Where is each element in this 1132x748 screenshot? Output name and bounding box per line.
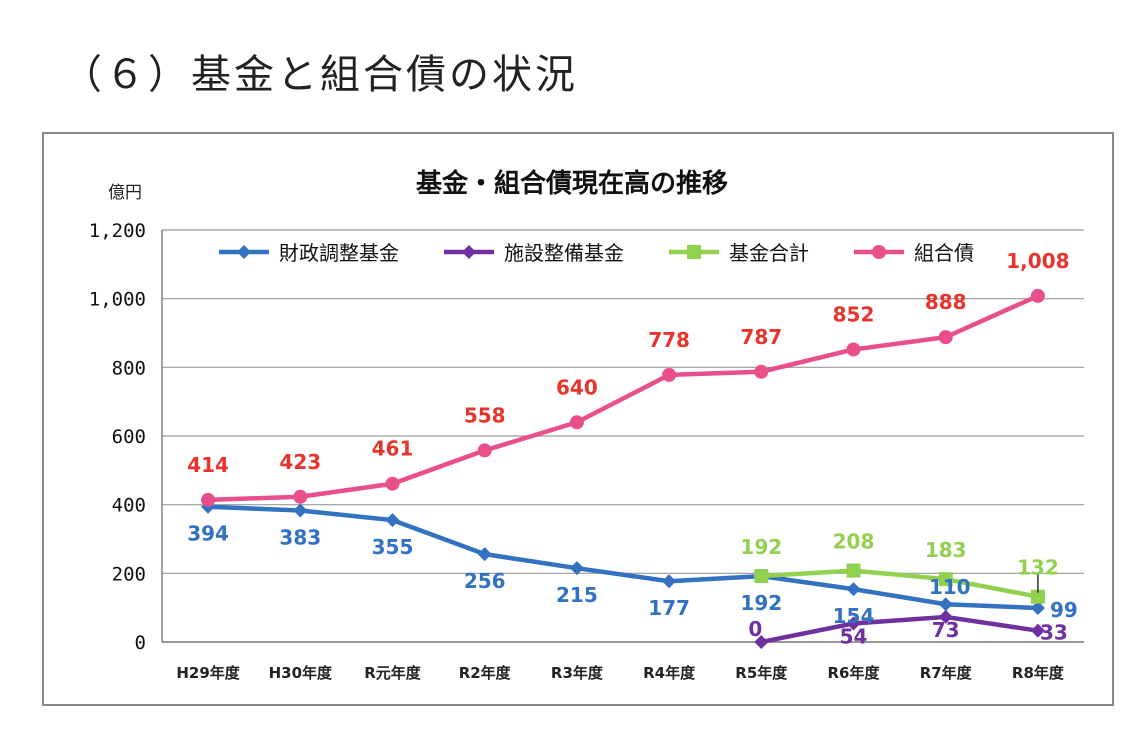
data-label-fiscal: 256 <box>464 569 506 593</box>
y-tick-label: 1,200 <box>89 220 146 242</box>
y-tick-label: 200 <box>112 563 146 585</box>
data-label-bond: 787 <box>740 325 782 349</box>
data-label-bond: 1,008 <box>1006 249 1069 273</box>
data-label-fiscal: 110 <box>929 575 971 599</box>
chart-title: 基金・組合債現在高の推移 <box>416 168 728 199</box>
x-axis-ticks: H29年度 H30年度 R元年度 R2年度 R3年度 R4年度 R5年度 R6年度 R7年度 R8… <box>176 664 1065 682</box>
data-label-facility: 54 <box>840 624 868 648</box>
data-label-fiscal: 177 <box>648 596 690 620</box>
data-point-fiscal <box>846 582 861 597</box>
data-point-bond <box>293 489 308 504</box>
legend: 財政調整基金 施設整備基金 基金合計 組合債 <box>219 241 974 265</box>
legend-label: 財政調整基金 <box>279 241 399 265</box>
data-label-facility: 33 <box>1040 621 1068 645</box>
data-label-fund_total: 183 <box>925 538 967 562</box>
data-point-fiscal <box>293 503 308 518</box>
data-label-bond: 558 <box>464 403 506 427</box>
x-tick-label: R2年度 <box>459 664 512 682</box>
data-label-fiscal: 394 <box>187 522 229 546</box>
series-line-fiscal <box>208 504 1038 611</box>
data-label-bond: 414 <box>187 453 229 477</box>
y-tick-label: 600 <box>112 426 146 448</box>
data-point-fiscal <box>385 513 400 528</box>
x-tick-label: R7年度 <box>920 664 973 682</box>
legend-marker <box>872 245 886 259</box>
data-point-facility <box>754 635 769 649</box>
data-point-bond <box>846 342 861 357</box>
data-label-fiscal: 192 <box>740 591 782 615</box>
data-point-fund_total <box>1030 589 1045 604</box>
data-label-fund_total: 192 <box>740 535 782 559</box>
page-heading: （６）基金と組合債の状況 <box>62 52 578 98</box>
chart-frame: 基金・組合債現在高の推移 億円 0 200 400 600 800 1,000 1,200 … <box>42 132 1114 706</box>
data-label-fiscal: 215 <box>556 583 598 607</box>
data-point-fiscal <box>938 597 953 612</box>
y-tick-label: 400 <box>112 495 146 517</box>
data-point-fund_total <box>938 572 953 587</box>
data-label-bond: 461 <box>372 437 414 461</box>
legend-label: 基金合計 <box>729 241 809 265</box>
legend-marker <box>237 245 251 259</box>
data-labels: 394 383 355 256 215 177 192 154 110 99 0 54 73 33 192 2… <box>187 249 1078 649</box>
data-label-facility: 73 <box>932 618 960 642</box>
x-tick-label: H29年度 <box>176 664 240 682</box>
data-point-facility <box>938 609 953 624</box>
data-label-fiscal: 99 <box>1050 598 1078 622</box>
data-point-fiscal <box>662 574 677 589</box>
data-label-facility: 0 <box>748 617 762 641</box>
line-chart: 基金・組合債現在高の推移 億円 02004006008001,0001,200 … <box>89 168 1084 682</box>
data-point-fund_total <box>754 569 769 584</box>
x-tick-label: R5年度 <box>735 664 788 682</box>
series-lines <box>201 288 1045 649</box>
data-label-bond: 423 <box>279 450 321 474</box>
series-line-bond <box>208 293 1039 503</box>
series-line-facility <box>760 614 1039 645</box>
data-point-bond <box>1030 288 1045 303</box>
legend-marker <box>462 245 476 259</box>
legend-label: 組合債 <box>914 241 974 265</box>
x-tick-label: H30年度 <box>269 664 333 682</box>
data-point-bond <box>569 415 584 430</box>
data-point-bond <box>754 364 769 379</box>
data-point-facility <box>846 616 861 631</box>
data-point-fiscal <box>1030 601 1045 616</box>
data-point-bond <box>201 492 216 507</box>
data-point-fiscal <box>569 561 584 576</box>
gridlines <box>161 229 1084 643</box>
data-point-facility <box>1030 623 1045 638</box>
data-point-bond <box>385 476 400 491</box>
data-label-fiscal: 154 <box>833 604 875 628</box>
data-point-bond <box>477 443 492 458</box>
y-axis-ticks: 0 200 400 600 800 1,000 1,200 <box>89 220 146 654</box>
x-tick-label: R4年度 <box>643 664 696 682</box>
data-point-bond <box>662 367 677 382</box>
x-tick-label: R3年度 <box>551 664 604 682</box>
y-axis-unit-label: 億円 <box>108 183 142 203</box>
y-tick-label: 1,000 <box>89 289 146 311</box>
data-point-fiscal <box>477 547 492 562</box>
data-label-bond: 778 <box>648 328 690 352</box>
data-label-fiscal: 355 <box>372 535 414 559</box>
x-tick-label: R8年度 <box>1012 664 1065 682</box>
data-point-fund_total <box>846 563 861 578</box>
y-tick-label: 0 <box>135 632 146 654</box>
data-label-bond: 888 <box>925 290 967 314</box>
x-tick-label: R元年度 <box>364 664 422 682</box>
legend-label: 施設整備基金 <box>504 241 624 265</box>
series-line-fund_total <box>761 568 1039 599</box>
legend-marker <box>687 245 701 259</box>
y-tick-label: 800 <box>112 357 146 379</box>
data-label-fund_total: 208 <box>833 530 875 554</box>
data-label-fiscal: 383 <box>279 526 321 550</box>
x-tick-label: R6年度 <box>828 664 881 682</box>
data-label-bond: 640 <box>556 375 598 399</box>
data-label-bond: 852 <box>833 302 875 326</box>
data-point-bond <box>938 330 953 345</box>
